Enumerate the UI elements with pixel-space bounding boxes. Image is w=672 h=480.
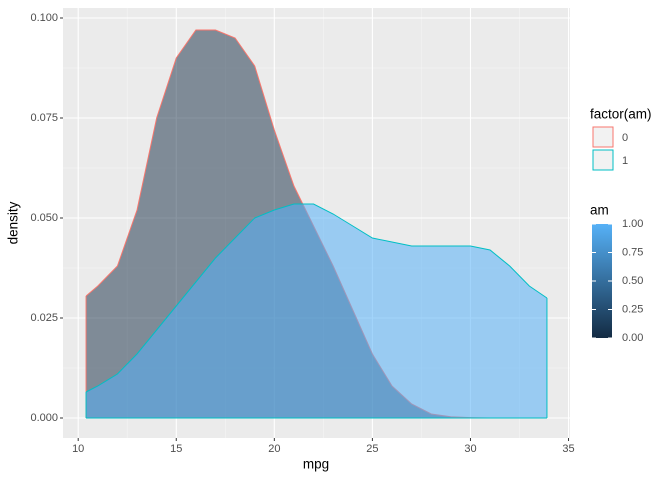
legend-key: [592, 149, 614, 171]
colorbar-label: 0.25: [622, 303, 643, 315]
colorbar-label: 0.50: [622, 275, 643, 287]
x-tick-label: 15: [170, 443, 182, 455]
x-tick-label: 30: [464, 443, 476, 455]
colorbar-title: am: [590, 203, 609, 218]
colorbar-label: 0.00: [622, 332, 643, 344]
y-axis-label: density: [6, 201, 21, 244]
y-tick-label: 0.100: [30, 12, 58, 24]
legend-label: 1: [622, 155, 628, 167]
x-tick-label: 20: [268, 443, 280, 455]
x-axis-label: mpg: [303, 457, 329, 472]
colorbar-label: 1.00: [622, 218, 643, 230]
legend-title: factor(am): [590, 107, 652, 122]
y-tick-label: 0.025: [30, 312, 58, 324]
x-tick-label: 35: [562, 443, 574, 455]
colorbar-label: 0.75: [622, 246, 643, 258]
legend-key: [592, 126, 614, 148]
legend-label: 0: [622, 132, 628, 144]
y-tick-label: 0.050: [30, 212, 58, 224]
area-fill: [86, 204, 547, 418]
y-tick-label: 0.075: [30, 112, 58, 124]
x-tick-label: 10: [72, 443, 84, 455]
colorbar: [592, 224, 612, 338]
density-line: [85, 203, 548, 393]
y-tick-label: 0.000: [30, 412, 58, 424]
x-tick-label: 25: [366, 443, 378, 455]
